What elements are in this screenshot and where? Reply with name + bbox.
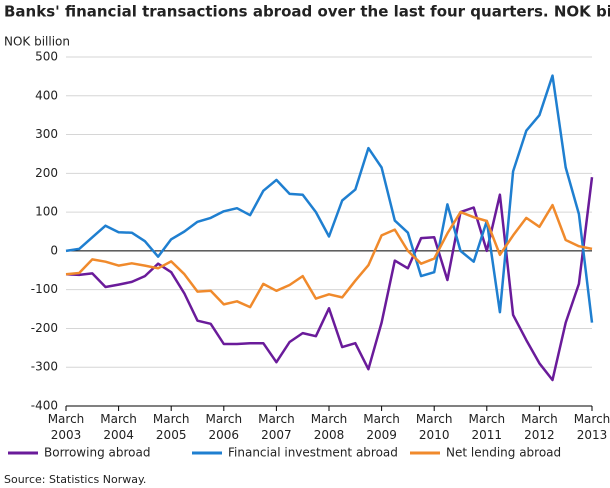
y-tick-label: 400 bbox=[35, 88, 58, 102]
series-line bbox=[65, 177, 594, 382]
chart-title: Banks' financial transactions abroad ove… bbox=[4, 3, 610, 21]
y-tick-label: 300 bbox=[35, 127, 58, 141]
series-line bbox=[65, 74, 594, 323]
x-tick-label: March 2009 bbox=[363, 412, 400, 442]
y-tick-label: 0 bbox=[50, 243, 58, 257]
y-tick-label: -200 bbox=[31, 321, 58, 335]
x-tick-label: March 2006 bbox=[206, 412, 243, 442]
x-tick-label: March 2008 bbox=[311, 412, 348, 442]
x-tick-label: March 2003 bbox=[48, 412, 85, 442]
x-tick-label: March 2007 bbox=[258, 412, 295, 442]
legend-label: Financial investment abroad bbox=[228, 446, 398, 460]
legend-label: Borrowing abroad bbox=[44, 446, 150, 460]
y-tick-label: 200 bbox=[35, 166, 58, 180]
x-tick-label: March 2012 bbox=[521, 412, 558, 442]
y-tick-label: -100 bbox=[31, 282, 58, 296]
x-tick-label: March 2010 bbox=[416, 412, 453, 442]
x-tick-label: March 2011 bbox=[469, 412, 506, 442]
x-tick-label: March 2004 bbox=[100, 412, 137, 442]
y-tick-label: -400 bbox=[31, 399, 58, 413]
x-tick-label: March 2013 bbox=[574, 412, 610, 442]
legend-label: Net lending abroad bbox=[446, 446, 561, 460]
series-line bbox=[65, 203, 593, 309]
y-axis-label: NOK billion bbox=[4, 35, 70, 49]
source: Source: Statistics Norway. bbox=[4, 473, 146, 486]
y-tick-label: 100 bbox=[35, 205, 58, 219]
x-tick-label: March 2005 bbox=[153, 412, 190, 442]
y-tick-label: 500 bbox=[35, 50, 58, 64]
y-tick-label: -300 bbox=[31, 360, 58, 374]
